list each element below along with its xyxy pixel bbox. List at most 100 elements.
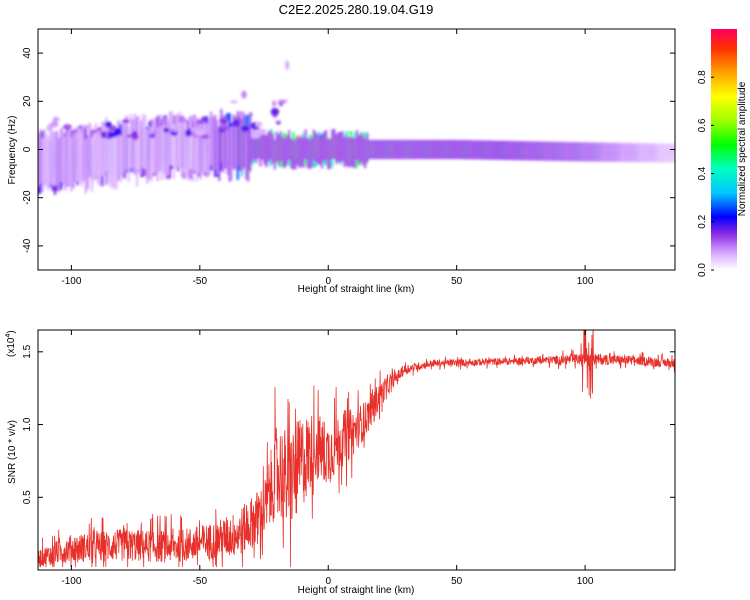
heatmap-cell [271,133,274,164]
heatmap-cell [70,137,73,192]
heatmap-cell [196,119,206,125]
heatmap-cell [119,128,122,183]
heatmap-cell [304,129,307,160]
heatmap-cell [510,140,513,161]
heatmap-cell [407,139,410,160]
heatmap-cell [323,131,326,162]
heatmap-cell [586,142,589,162]
heatmap-cell [571,142,574,162]
heatmap-cell [357,134,361,166]
heatmap-cell [343,137,346,168]
heatmap-cell [557,141,560,162]
heatmap-cell [162,119,165,175]
heatmap-cell [573,142,576,162]
heatmap-cell [283,137,287,169]
heatmap-cell [158,117,161,172]
heatmap-cell [592,142,595,162]
heatmap-cell [197,119,200,174]
heatmap-cell [378,139,381,160]
heatmap-cell [51,131,54,186]
y-tick-label: 0.5 [22,490,33,504]
heatmap-cell [140,120,143,175]
spectrogram-panel: -100 -50 0 50 100 -40 -20 0 20 40 Height of stra… [7,28,676,295]
heatmap-cell [318,134,322,165]
heatmap-cell [382,139,385,160]
heatmap-cell [366,132,369,163]
heatmap-cell [501,140,504,160]
heatmap-cell [234,115,237,171]
spectrogram-y-label: Frequency (Hz) [7,116,18,185]
heatmap-cell [528,141,531,161]
heatmap-cell [200,134,210,139]
heatmap-cell [88,122,91,178]
heatmap-cell [187,116,198,122]
heatmap-cell [179,111,182,166]
heatmap-cell [49,129,52,184]
heatmap-cell [329,138,332,169]
heatmap-cell [228,127,231,182]
heatmap-cell [203,118,207,173]
colorbar-tick-label: 0.8 [697,70,708,84]
heatmap-cell [489,140,492,160]
heatmap-cell [240,118,244,173]
heatmap-cell [353,138,357,169]
heatmap-cell [46,124,53,132]
heatmap-cell [237,111,246,117]
heatmap-cell [103,121,106,176]
heatmap-cell [503,140,507,161]
heatmap-cell [296,135,299,166]
heatmap-cell [376,139,379,160]
heatmap-cell [107,128,110,184]
y-tick-label: 20 [22,95,33,107]
heatmap-cell [339,131,342,162]
heatmap-cell [600,142,603,162]
heatmap-cell [273,139,276,170]
heatmap-cell [581,142,585,162]
heatmap-cell [183,119,186,174]
heatmap-cell [52,116,60,122]
snr-scale-label: (x104) [5,330,17,357]
heatmap-cell [170,111,174,166]
heatmap-cell [618,142,622,163]
colorbar-tick-label: 0.0 [697,263,708,277]
heatmap-cell [205,123,209,178]
heatmap-cell [246,127,250,182]
heatmap-cell [655,143,659,163]
heatmap-cell [405,139,408,160]
heatmap-cell [60,127,63,183]
heatmap-cell [288,130,291,161]
heatmap-cell [409,139,412,160]
heatmap-cell [547,141,550,161]
heatmap-cell [456,139,459,160]
heatmap-cell [487,140,490,160]
heatmap-cell [142,113,145,169]
heatmap-cell [168,111,172,166]
heatmap-cell [625,142,628,163]
heatmap-cell [261,129,264,160]
heatmap-cell [185,122,188,177]
heatmap-cell [80,132,83,187]
heatmap-cell [201,119,204,174]
colorbar-tick-label: 0.6 [697,118,708,132]
heatmap-cell [78,128,81,183]
heatmap-cell [193,116,196,171]
heatmap-cell [286,134,289,166]
figure-title: C2E2.2025.280.19.04.G19 [279,2,434,17]
heatmap-cell [99,131,102,187]
heatmap-cell [337,132,340,163]
heatmap-cell [195,127,198,182]
heatmap-cell [368,139,371,160]
y-tick-label: 1.5 [22,344,33,358]
heatmap-cell [438,139,441,160]
heatmap-cell [645,143,648,163]
heatmap-cell [602,142,605,162]
snr-frame [37,329,676,571]
heatmap-cell [263,134,266,165]
heatmap-cell [360,132,363,163]
heatmap-cell [413,139,416,160]
heatmap-cell [429,139,433,160]
heatmap-cell [458,139,461,160]
heatmap-cell [69,129,78,134]
heatmap-cell [191,127,194,182]
